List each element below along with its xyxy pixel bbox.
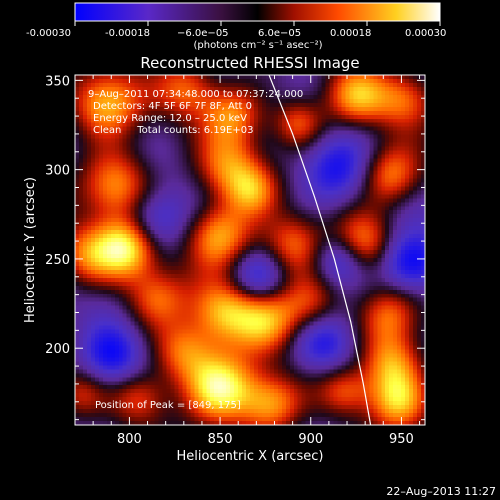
colorbar-tick-label: 0.00018 — [330, 28, 371, 39]
colorbar-tick-label: 0.00030 — [405, 28, 446, 39]
annotation-energy-range: Energy Range: 12.0 – 25.0 keV — [93, 113, 247, 124]
solar-limb-curve — [268, 75, 372, 425]
axis-ticks — [75, 75, 425, 425]
colorbar-tick-label: 6.0e−05 — [258, 28, 301, 39]
annotation-detectors: Detectors: 4F 5F 6F 7F 8F, Att 0 — [93, 101, 252, 112]
colorbar-tick-label: −6.0e−05 — [177, 28, 229, 39]
y-axis-label: Heliocentric Y (arcsec) — [23, 177, 38, 323]
colorbar-ticks — [74, 21, 441, 26]
colorbar-unit-label: (photons cm⁻² s⁻¹ asec⁻²) — [193, 40, 322, 51]
y-tick-label: 250 — [45, 253, 70, 268]
annotation-time-range: 9–Aug–2011 07:34:48.000 to 07:37:24.000 — [88, 89, 303, 100]
footer-timestamp: 22–Aug–2013 11:27 — [386, 485, 496, 498]
colorbar-tick-label: -0.00030 — [26, 28, 71, 39]
annotation-clean-counts: Clean Total counts: 6.19E+03 — [93, 125, 253, 136]
heatmap-image — [75, 75, 425, 425]
y-tick-label: 350 — [45, 74, 70, 89]
y-tick-label: 300 — [45, 164, 70, 179]
colorbar-gradient — [74, 2, 441, 22]
x-tick-label: 850 — [208, 432, 233, 447]
x-tick-label: 800 — [117, 432, 142, 447]
plot-frame — [74, 74, 426, 426]
x-axis-label: Heliocentric X (arcsec) — [177, 449, 324, 464]
x-tick-label: 900 — [298, 432, 323, 447]
annotation-peak-position: Position of Peak = [849, 175] — [95, 400, 241, 411]
y-tick-label: 200 — [45, 342, 70, 357]
colorbar-tick-label: -0.00018 — [105, 28, 150, 39]
annotations: 9–Aug–2011 07:34:48.000 to 07:37:24.000 … — [88, 89, 303, 411]
chart-title: Reconstructed RHESSI Image — [140, 54, 359, 72]
colorbar: -0.00030 -0.00018 −6.0e−05 6.0e−05 0.000… — [26, 2, 446, 51]
x-tick-label: 950 — [389, 432, 414, 447]
